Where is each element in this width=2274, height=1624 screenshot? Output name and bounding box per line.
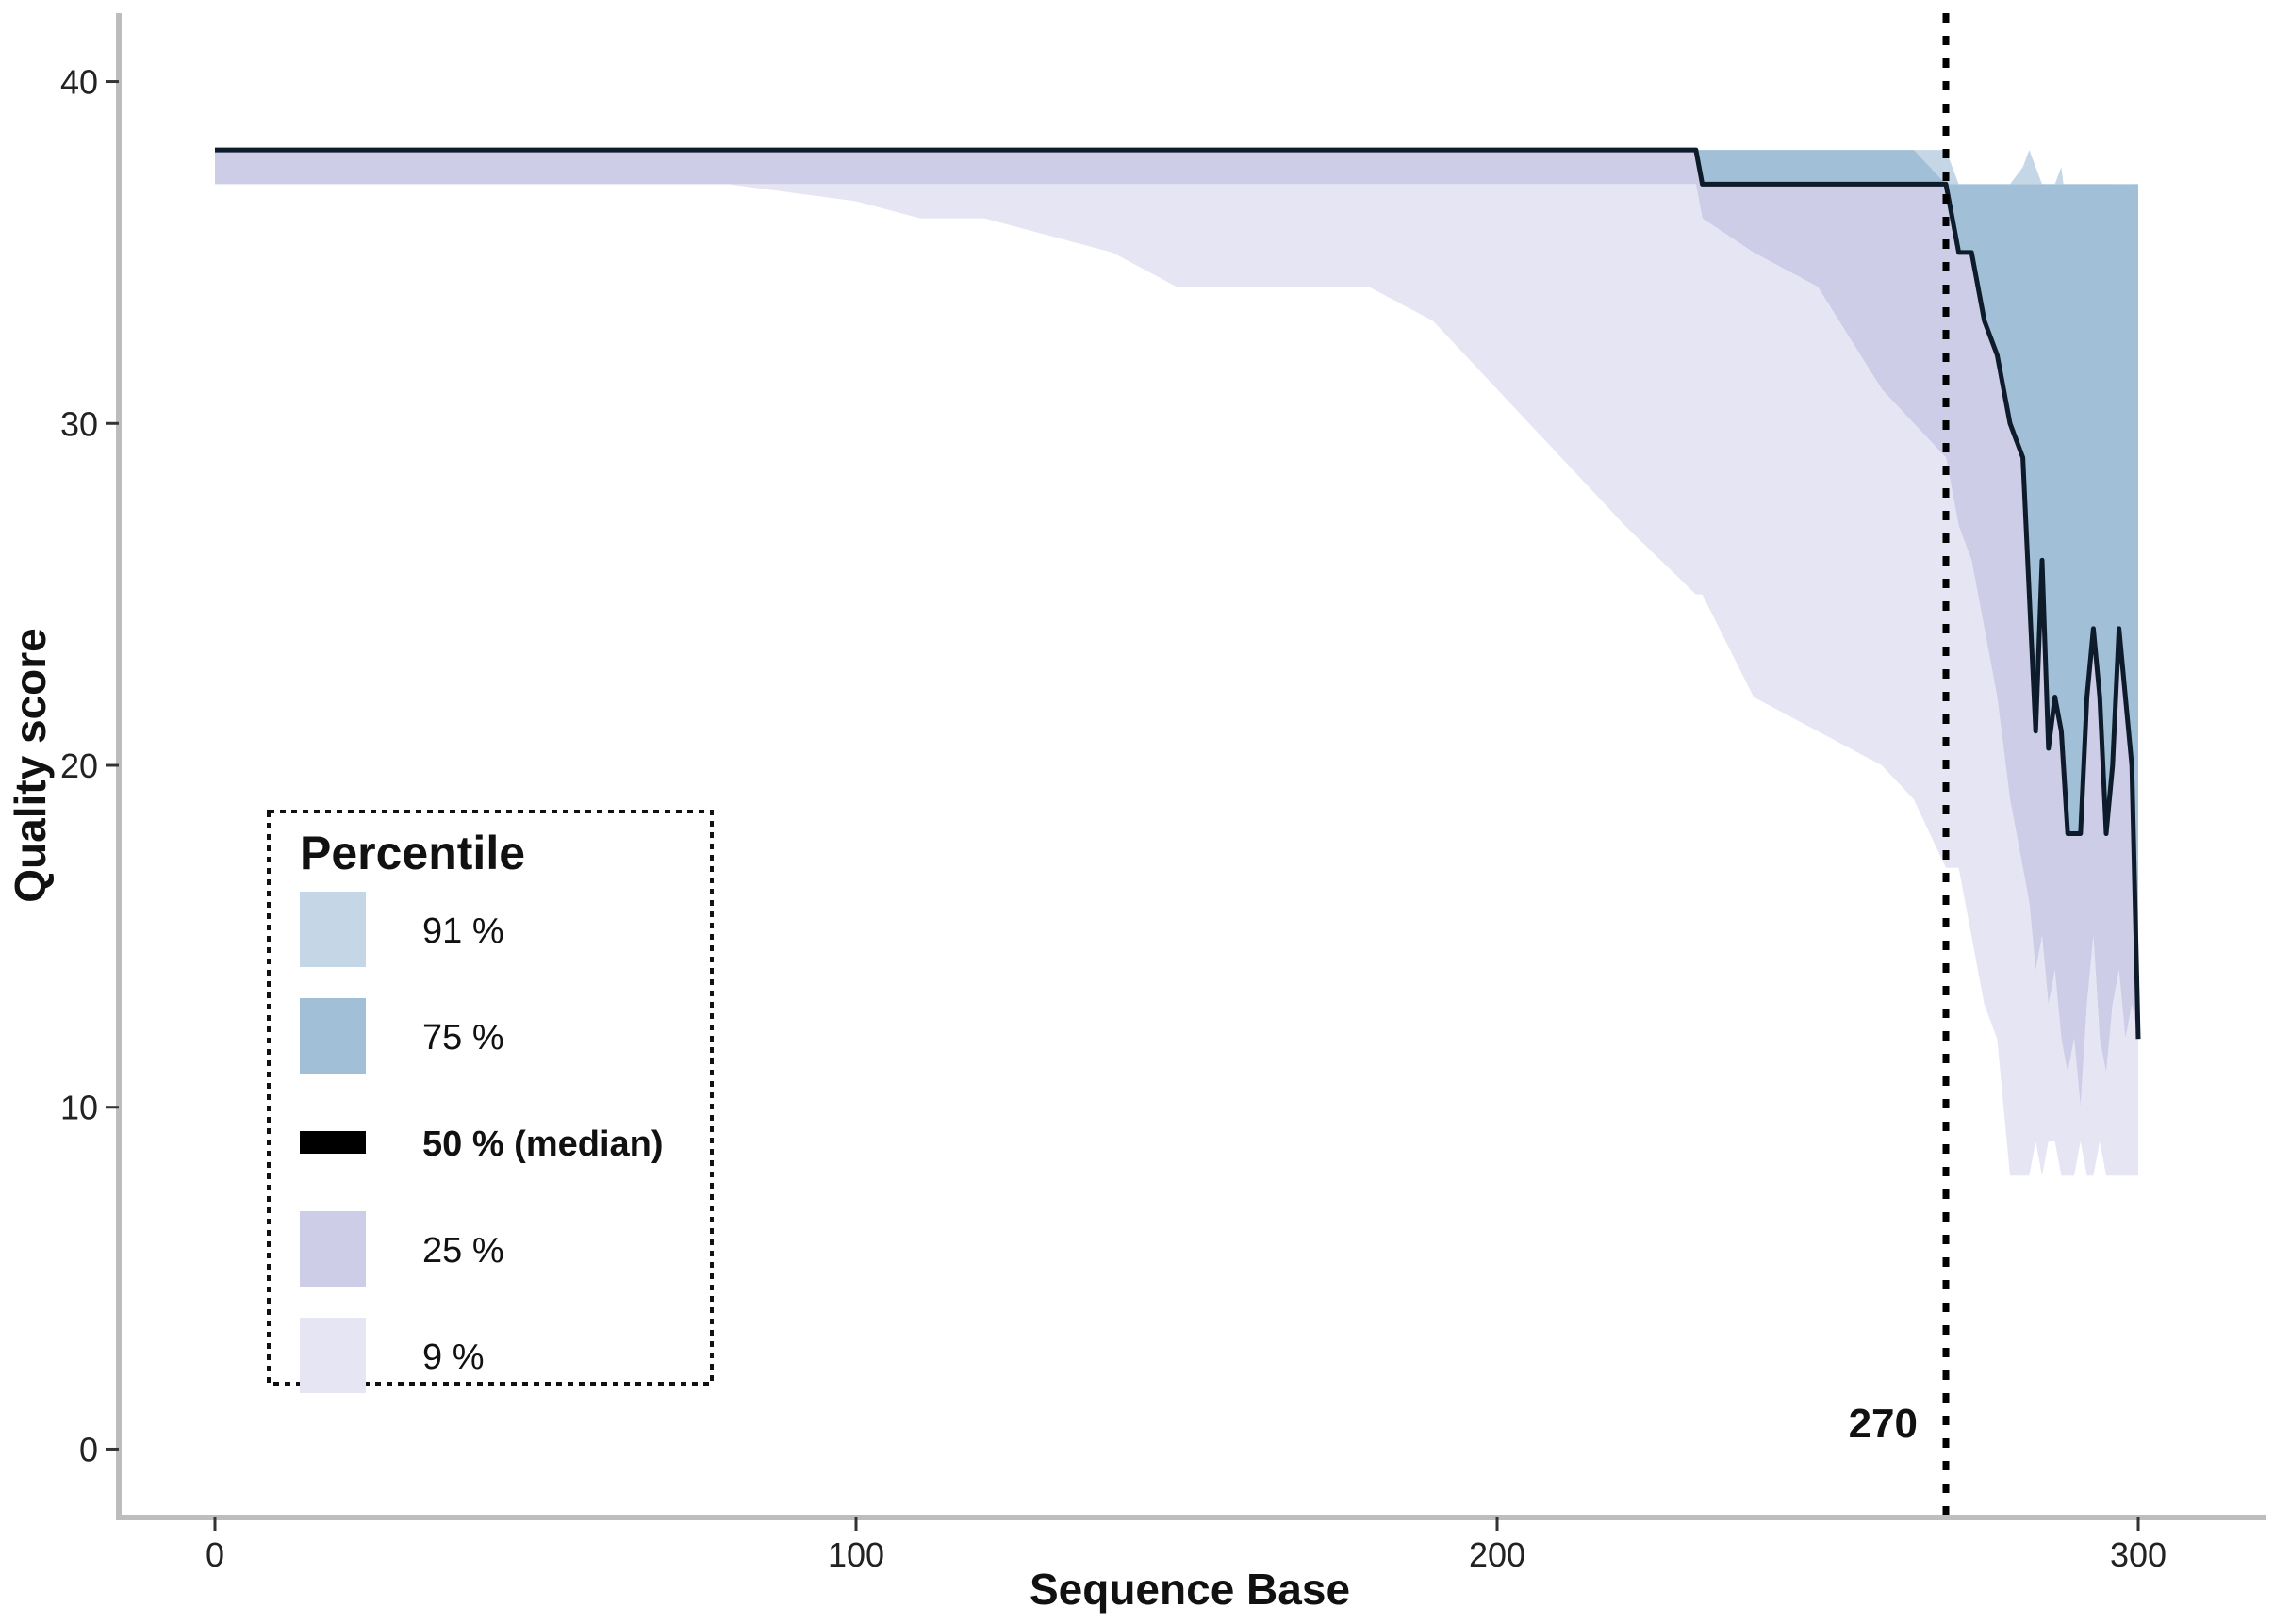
legend-title: Percentile — [300, 827, 525, 879]
cutoff-label: 270 — [1849, 1401, 1918, 1447]
legend-label: 25 % — [422, 1231, 504, 1271]
x-ticks: 0 100 200 300 — [206, 1517, 2167, 1574]
legend-label: 91 % — [422, 911, 504, 951]
y-ticks: 0 10 20 30 40 — [60, 63, 119, 1468]
legend-label: 9 % — [422, 1337, 484, 1377]
band-91 — [215, 150, 2138, 321]
y-tick-label: 0 — [79, 1430, 98, 1468]
median-line — [215, 147, 2141, 1040]
legend-swatch-25 — [300, 1211, 366, 1287]
legend: Percentile 91 % 75 % 50 % (median) 25 % 9 % — [267, 810, 714, 1393]
legend-swatch-9 — [300, 1318, 366, 1393]
y-tick-label: 30 — [60, 404, 98, 443]
x-tick-label: 300 — [2110, 1535, 2167, 1574]
x-tick-label: 200 — [1469, 1535, 1525, 1574]
legend-label: 50 % (median) — [422, 1124, 664, 1164]
x-axis-title: Sequence Base — [1030, 1565, 1350, 1614]
x-tick-label: 100 — [828, 1535, 884, 1574]
legend-swatch-75 — [300, 998, 366, 1074]
median-layer — [215, 147, 2141, 1040]
legend-entries: 91 % 75 % 50 % (median) 25 % 9 % — [300, 892, 664, 1393]
y-axis-title: Quality score — [6, 628, 55, 902]
x-tick-label: 0 — [206, 1535, 224, 1574]
legend-label: 75 % — [422, 1018, 504, 1058]
y-tick-label: 20 — [60, 746, 98, 785]
band-25 — [215, 184, 2138, 1176]
y-tick-label: 40 — [60, 63, 98, 102]
y-tick-label: 10 — [60, 1089, 98, 1127]
legend-swatch-91 — [300, 892, 366, 967]
legend-swatch-median — [300, 1131, 366, 1154]
legend-frame — [267, 810, 714, 1386]
